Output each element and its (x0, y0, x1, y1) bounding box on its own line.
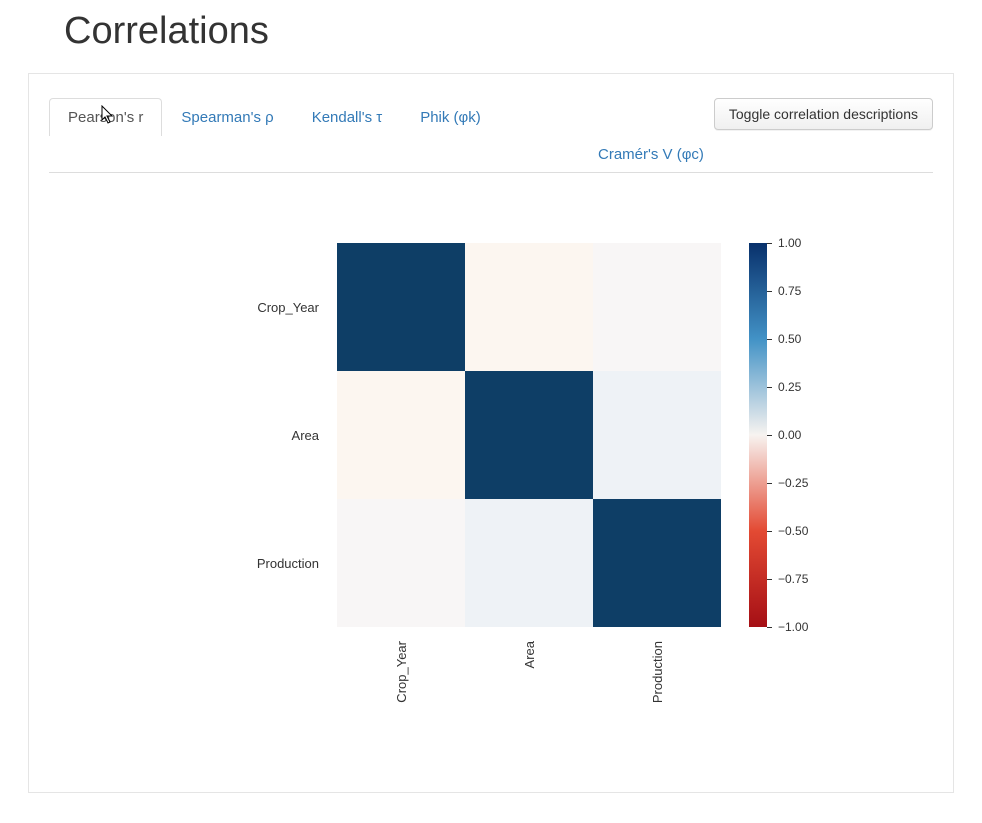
colorbar-tick: 0.25 (767, 380, 801, 394)
colorbar-tick: 0.75 (767, 284, 801, 298)
colorbar-tick: −0.50 (767, 524, 808, 538)
toggle-descriptions-button[interactable]: Toggle correlation descriptions (714, 98, 933, 130)
heatmap-cell (593, 371, 721, 499)
colorbar-tick-label: −0.25 (778, 476, 808, 490)
heatmap-chart: Crop_Year Area Production Crop_Year Area… (49, 223, 933, 743)
tab-cramers-v[interactable]: Cramér's V (φc) (579, 135, 729, 173)
colorbar-tick-label: 0.75 (778, 284, 801, 298)
colorbar-tick-mark (767, 483, 772, 484)
tab-kendalls-tau[interactable]: Kendall's τ (293, 98, 402, 136)
heatmap-y-axis: Crop_Year Area Production (49, 243, 329, 627)
x-label-production: Production (593, 633, 721, 713)
colorbar-tick-mark (767, 291, 772, 292)
colorbar-tick: −1.00 (767, 620, 808, 634)
page-title: Correlations (0, 0, 982, 73)
colorbar-tick-mark (767, 627, 772, 628)
tab-phik[interactable]: Phik (φk) (401, 98, 500, 136)
colorbar-tick: −0.25 (767, 476, 808, 490)
y-label-production: Production (49, 499, 329, 627)
colorbar-tick-mark (767, 243, 772, 244)
colorbar-tick-mark (767, 435, 772, 436)
tabs-container: Pearson's r Spearman's ρ Kendall's τ Phi… (49, 98, 729, 172)
colorbar-tick-label: 1.00 (778, 236, 801, 250)
heatmap-cell (465, 499, 593, 627)
tab-spearmans-rho[interactable]: Spearman's ρ (162, 98, 292, 136)
colorbar-tick-label: −0.75 (778, 572, 808, 586)
colorbar-tick-label: 0.00 (778, 428, 801, 442)
y-label-area: Area (49, 371, 329, 499)
colorbar-tick-mark (767, 387, 772, 388)
tabs-row-2: Cramér's V (φc) (49, 135, 729, 172)
colorbar-ticks: 1.000.750.500.250.00−0.25−0.50−0.75−1.00 (767, 243, 827, 627)
colorbar-tick-mark (767, 579, 772, 580)
heatmap-cell (465, 243, 593, 371)
heatmap-cell (337, 499, 465, 627)
colorbar-tick: 1.00 (767, 236, 801, 250)
x-label-area: Area (465, 633, 593, 713)
colorbar-tick-label: −1.00 (778, 620, 808, 634)
correlations-panel: Pearson's r Spearman's ρ Kendall's τ Phi… (28, 73, 954, 793)
tab-pearsons-r[interactable]: Pearson's r (49, 98, 162, 136)
colorbar-tick-label: 0.50 (778, 332, 801, 346)
x-label-crop-year: Crop_Year (337, 633, 465, 713)
colorbar-tick-mark (767, 339, 772, 340)
heatmap-cell (337, 243, 465, 371)
colorbar-tick: 0.50 (767, 332, 801, 346)
colorbar-tick-label: −0.50 (778, 524, 808, 538)
heatmap-cell (337, 371, 465, 499)
colorbar-tick-label: 0.25 (778, 380, 801, 394)
colorbar-tick: −0.75 (767, 572, 808, 586)
tab-bar: Pearson's r Spearman's ρ Kendall's τ Phi… (49, 98, 933, 173)
heatmap-cell (593, 243, 721, 371)
colorbar-gradient (749, 243, 767, 627)
colorbar-tick: 0.00 (767, 428, 801, 442)
heatmap-x-axis: Crop_Year Area Production (337, 633, 721, 713)
heatmap-cell (593, 499, 721, 627)
heatmap-grid (337, 243, 721, 627)
heatmap-cell (465, 371, 593, 499)
y-label-crop-year: Crop_Year (49, 243, 329, 371)
colorbar-tick-mark (767, 531, 772, 532)
colorbar: 1.000.750.500.250.00−0.25−0.50−0.75−1.00 (749, 243, 827, 627)
